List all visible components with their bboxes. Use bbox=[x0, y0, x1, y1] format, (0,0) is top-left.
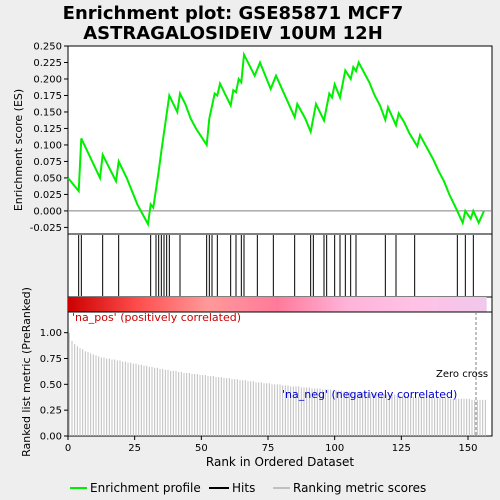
neg-correlated-label: 'na_neg' (negatively correlated) bbox=[282, 388, 457, 401]
es-ytick-label: 0.025 bbox=[33, 190, 62, 201]
enrichment-y-label: Enrichment score (ES) bbox=[12, 89, 25, 211]
ranked-list-y-axis: 0.00 0.25 0.50 0.75 1.00 bbox=[40, 328, 68, 443]
ranked-list-x-axis: 0 25 50 75 100 125 150 bbox=[65, 436, 478, 454]
pos-correlated-label: 'na_pos' (positively correlated) bbox=[72, 311, 241, 324]
xtick-label: 0 bbox=[65, 443, 71, 454]
chart-title-line2: ASTRAGALOSIDEIV 10UM 12H bbox=[83, 23, 383, 44]
rl-ytick-label: 0.50 bbox=[40, 380, 62, 391]
es-ytick-label: 0.250 bbox=[33, 42, 62, 53]
ranked-list-y-label: Ranked list metric (PreRanked) bbox=[20, 287, 33, 457]
x-axis-label: Rank in Ordered Dataset bbox=[206, 455, 354, 469]
legend-hits-label: Hits bbox=[232, 481, 255, 495]
rank-color-bar bbox=[68, 297, 487, 312]
legend-enrichment-label: Enrichment profile bbox=[90, 481, 201, 495]
es-ytick-label: 0.200 bbox=[33, 74, 62, 85]
es-ytick-label: 0.175 bbox=[33, 91, 62, 102]
xtick-label: 25 bbox=[128, 443, 141, 454]
hits-panel bbox=[67, 233, 493, 298]
es-ytick-label: 0.050 bbox=[33, 173, 62, 184]
legend: Enrichment profile Hits Ranking metric s… bbox=[70, 481, 426, 495]
ranking-metric-bars bbox=[68, 332, 486, 436]
rl-ytick-label: 1.00 bbox=[40, 328, 62, 339]
xtick-label: 150 bbox=[458, 443, 477, 454]
legend-ranking-label: Ranking metric scores bbox=[293, 481, 426, 495]
rl-ytick-label: 0.25 bbox=[40, 406, 62, 417]
hit-lines bbox=[78, 235, 474, 296]
es-ytick-label: 0.225 bbox=[33, 58, 62, 69]
xtick-label: 125 bbox=[392, 443, 411, 454]
zero-cross-label: Zero cross at 153 bbox=[436, 369, 500, 380]
es-ytick-label: 0.075 bbox=[33, 157, 62, 168]
es-ytick-label: 0.100 bbox=[33, 140, 62, 151]
xtick-label: 50 bbox=[195, 443, 208, 454]
enrichment-y-axis: -0.025 0.000 0.025 0.050 0.075 0.100 0.125 0.15… bbox=[30, 42, 68, 234]
rl-ytick-label: 0.75 bbox=[40, 354, 62, 365]
enrichment-panel bbox=[67, 45, 493, 235]
chart-title-line1: Enrichment plot: GSE85871 MCF7 bbox=[63, 3, 404, 24]
xtick-label: 100 bbox=[325, 443, 344, 454]
es-ytick-label: -0.025 bbox=[30, 223, 62, 234]
enrichment-profile-line bbox=[67, 51, 485, 228]
es-ytick-label: 0.000 bbox=[33, 206, 62, 217]
rl-ytick-label: 0.00 bbox=[40, 432, 62, 443]
es-ytick-label: 0.150 bbox=[33, 107, 62, 118]
xtick-label: 75 bbox=[262, 443, 275, 454]
es-ytick-label: 0.125 bbox=[33, 124, 62, 135]
